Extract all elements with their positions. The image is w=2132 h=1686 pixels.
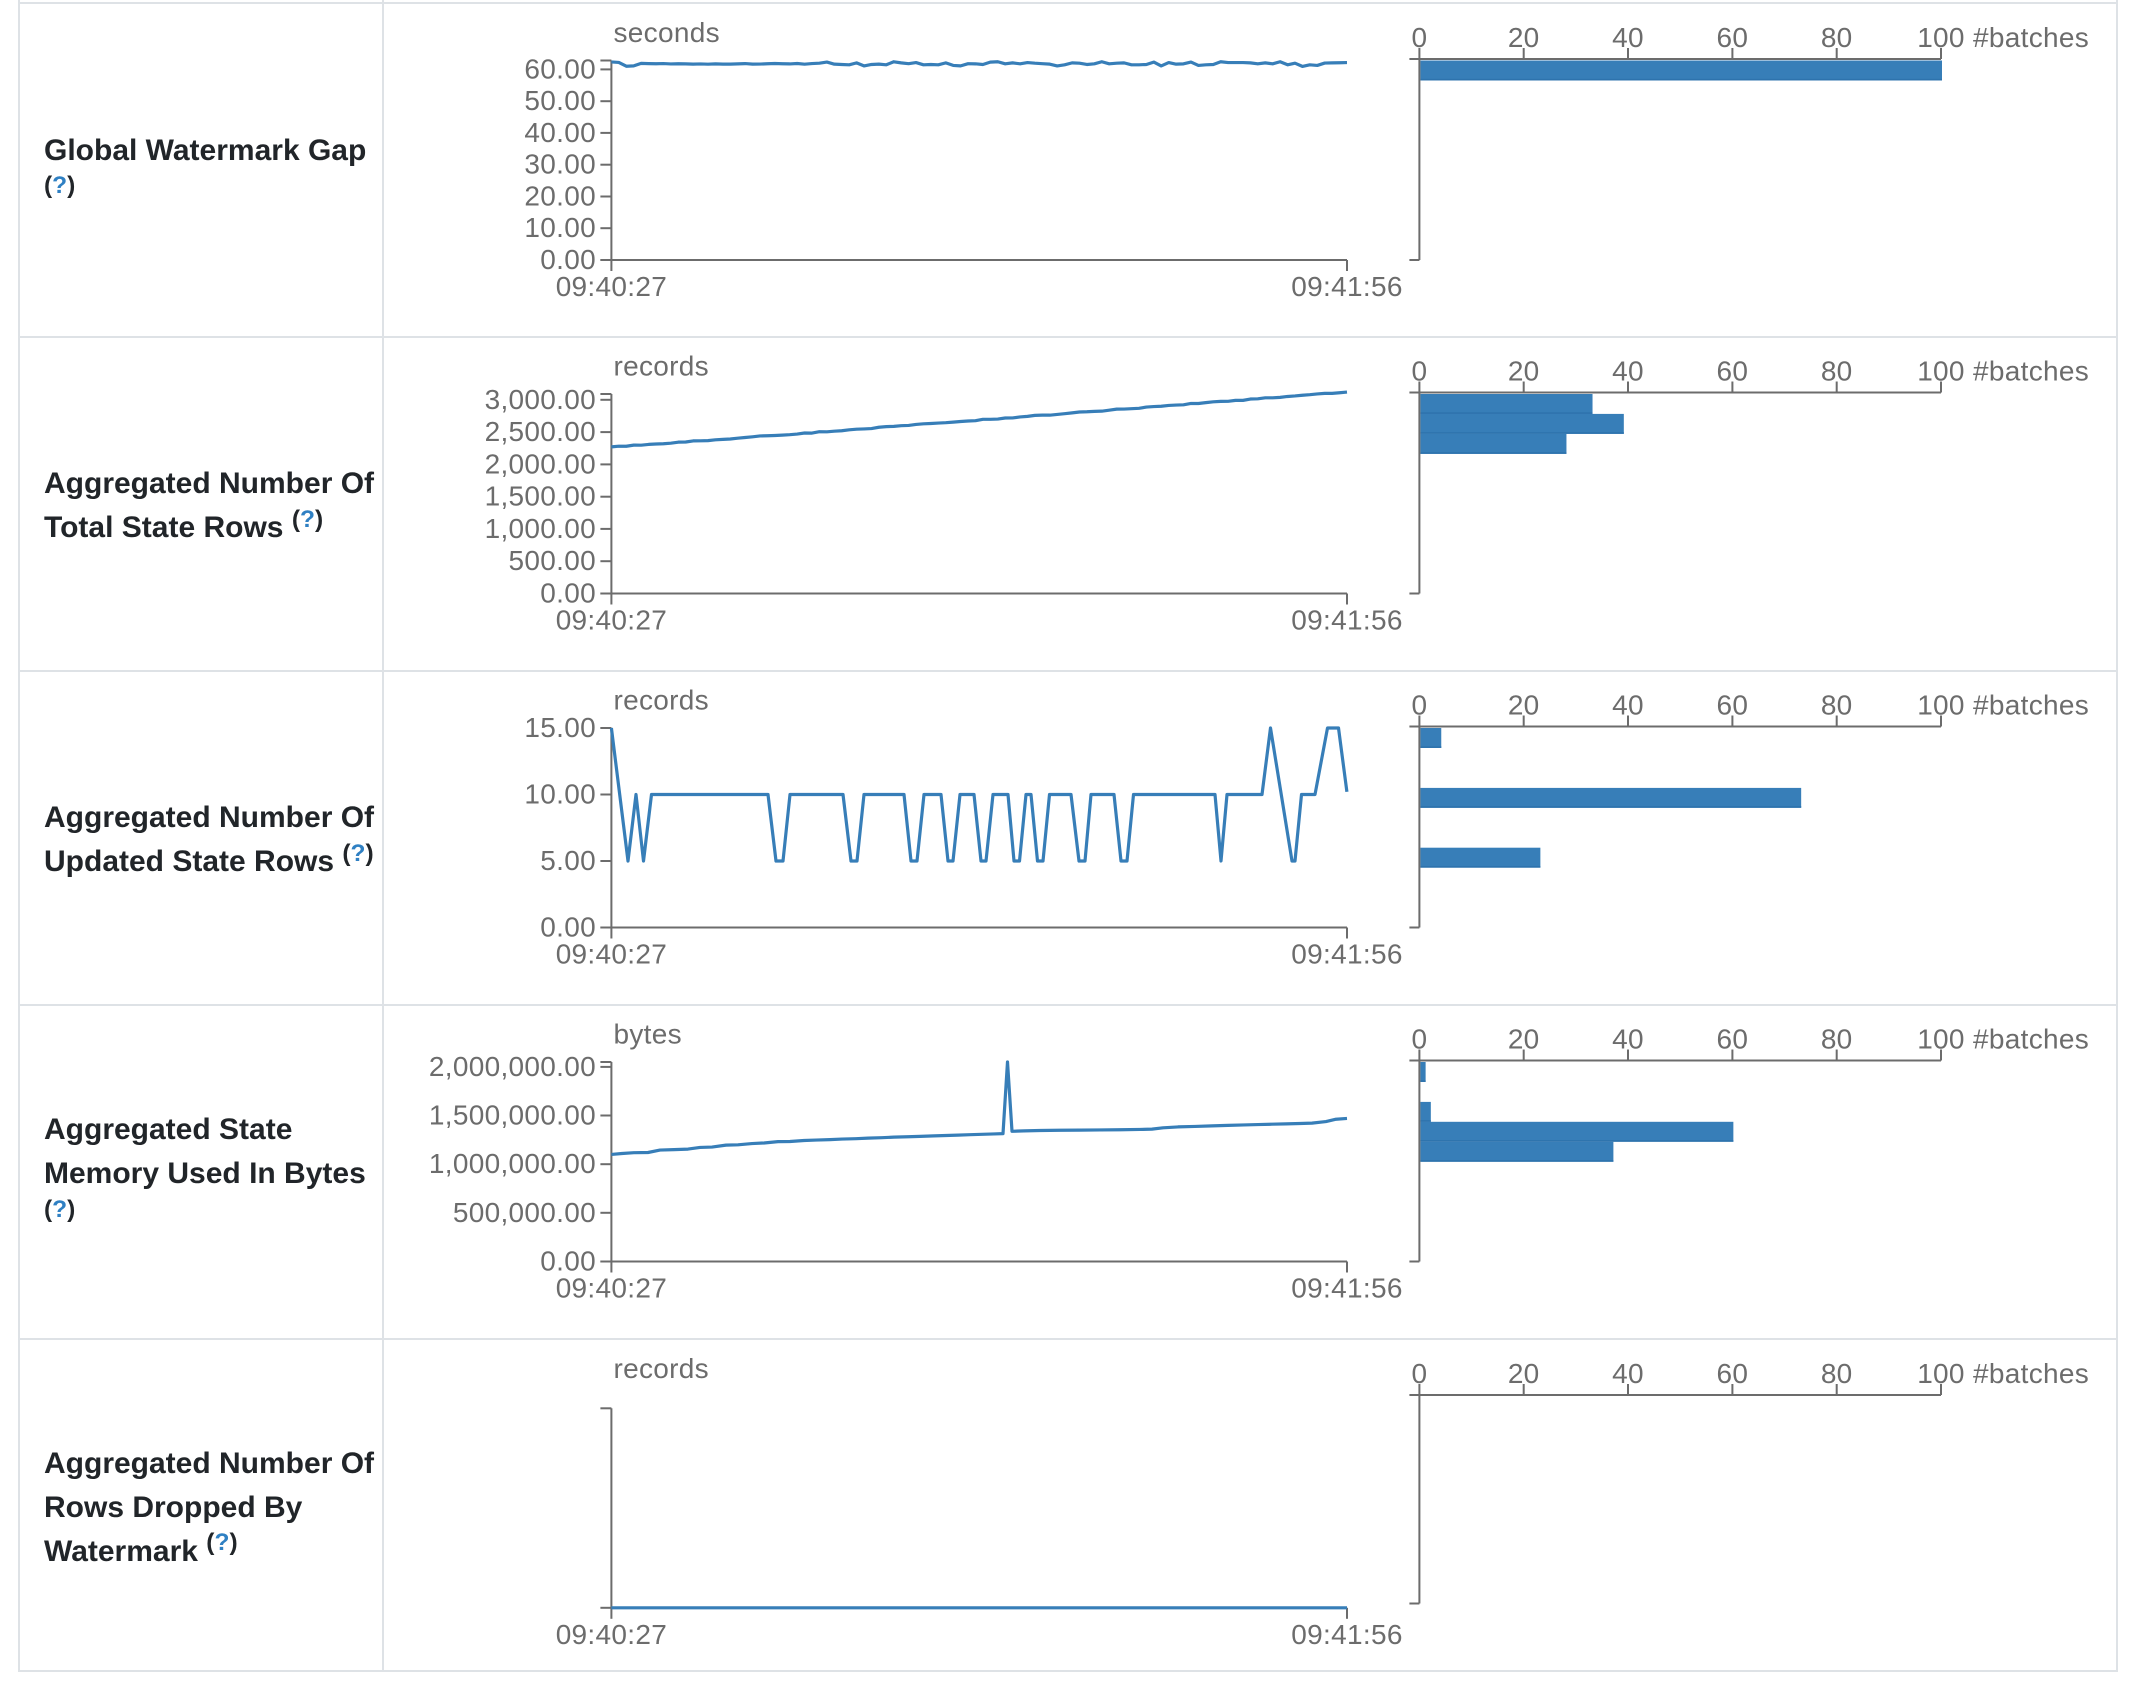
svg-text:0.00: 0.00 [540,1246,596,1277]
svg-text:#batches: #batches [1973,356,2089,387]
svg-text:0: 0 [1411,22,1427,53]
svg-text:500,000.00: 500,000.00 [453,1197,596,1228]
svg-text:0.00: 0.00 [540,578,596,609]
svg-text:09:41:56: 09:41:56 [1291,271,1402,302]
svg-text:60: 60 [1717,356,1749,387]
svg-text:1,000.00: 1,000.00 [485,513,596,544]
svg-text:records: records [614,685,709,716]
svg-text:20: 20 [1508,1358,1540,1389]
svg-text:80: 80 [1821,1358,1853,1389]
svg-text:40.00: 40.00 [524,117,596,148]
svg-text:60: 60 [1717,1024,1749,1055]
svg-text:40: 40 [1612,356,1644,387]
svg-text:20: 20 [1508,1024,1540,1055]
svg-text:09:41:56: 09:41:56 [1291,939,1402,970]
svg-text:09:40:27: 09:40:27 [556,1619,667,1650]
svg-text:#batches: #batches [1973,1024,2089,1055]
svg-text:09:41:56: 09:41:56 [1291,605,1402,636]
svg-text:60: 60 [1717,22,1749,53]
svg-text:#batches: #batches [1973,1358,2089,1389]
svg-text:09:41:56: 09:41:56 [1291,1273,1402,1304]
svg-text:60.00: 60.00 [524,53,596,84]
svg-text:100: 100 [1917,356,1965,387]
svg-text:seconds: seconds [614,17,720,48]
svg-text:40: 40 [1612,1358,1644,1389]
svg-text:bytes: bytes [614,1019,682,1050]
svg-text:40: 40 [1612,690,1644,721]
svg-text:100: 100 [1917,22,1965,53]
svg-text:20: 20 [1508,690,1540,721]
svg-text:100: 100 [1917,1358,1965,1389]
svg-text:#batches: #batches [1973,690,2089,721]
svg-text:1,500.00: 1,500.00 [485,481,596,512]
svg-text:0: 0 [1411,690,1427,721]
svg-text:#batches: #batches [1973,22,2089,53]
svg-text:1,500,000.00: 1,500,000.00 [429,1100,596,1131]
svg-text:0: 0 [1411,1024,1427,1055]
svg-text:20: 20 [1508,22,1540,53]
svg-text:80: 80 [1821,690,1853,721]
svg-text:15.00: 15.00 [524,712,596,743]
svg-text:60: 60 [1717,690,1749,721]
svg-text:1,000,000.00: 1,000,000.00 [429,1148,596,1179]
svg-text:records: records [614,1353,709,1384]
svg-text:0: 0 [1411,356,1427,387]
svg-text:20: 20 [1508,356,1540,387]
svg-text:2,000,000.00: 2,000,000.00 [429,1051,596,1082]
svg-text:09:40:27: 09:40:27 [556,1273,667,1304]
svg-text:10.00: 10.00 [524,212,596,243]
svg-text:40: 40 [1612,1024,1644,1055]
svg-text:09:40:27: 09:40:27 [556,939,667,970]
svg-text:100: 100 [1917,690,1965,721]
svg-text:0: 0 [1411,1358,1427,1389]
svg-text:0.00: 0.00 [540,912,596,943]
svg-text:500.00: 500.00 [509,545,596,576]
svg-text:2,000.00: 2,000.00 [485,448,596,479]
svg-text:40: 40 [1612,22,1644,53]
svg-text:60: 60 [1717,1358,1749,1389]
svg-text:10.00: 10.00 [524,779,596,810]
svg-text:100: 100 [1917,1024,1965,1055]
svg-text:80: 80 [1821,356,1853,387]
svg-text:09:41:56: 09:41:56 [1291,1619,1402,1650]
svg-text:80: 80 [1821,1024,1853,1055]
svg-text:5.00: 5.00 [540,845,596,876]
svg-text:50.00: 50.00 [524,85,596,116]
svg-text:records: records [614,351,709,382]
svg-text:09:40:27: 09:40:27 [556,271,667,302]
svg-text:2,500.00: 2,500.00 [485,416,596,447]
svg-text:80: 80 [1821,22,1853,53]
svg-text:09:40:27: 09:40:27 [556,605,667,636]
svg-text:3,000.00: 3,000.00 [485,384,596,415]
svg-text:0.00: 0.00 [540,244,596,275]
svg-text:20.00: 20.00 [524,181,596,212]
svg-text:30.00: 30.00 [524,149,596,180]
